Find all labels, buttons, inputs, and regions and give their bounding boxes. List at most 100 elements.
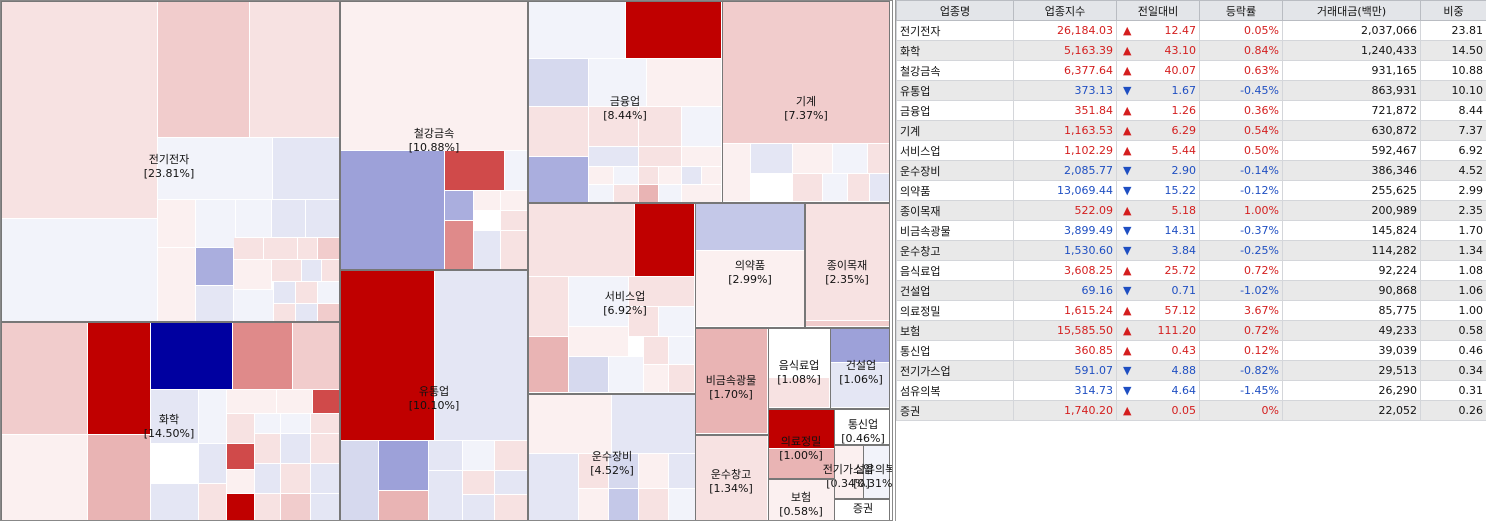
treemap-stock-tile[interactable]: [445, 151, 505, 191]
treemap-stock-tile[interactable]: [823, 174, 848, 202]
treemap-stock-tile[interactable]: [158, 248, 196, 322]
treemap-stock-tile[interactable]: [569, 327, 629, 357]
treemap-stock-tile[interactable]: [769, 328, 830, 378]
treemap-stock-tile[interactable]: [682, 107, 722, 147]
col-header-rate[interactable]: 등락률: [1199, 0, 1283, 21]
treemap-stock-tile[interactable]: [255, 434, 281, 464]
treemap-sector[interactable]: [695, 328, 769, 435]
treemap-stock-tile[interactable]: [281, 414, 311, 434]
treemap-stock-tile[interactable]: [669, 489, 696, 520]
treemap-stock-tile[interactable]: [158, 138, 273, 200]
treemap-stock-tile[interactable]: [609, 454, 639, 489]
treemap-stock-tile[interactable]: [806, 203, 890, 321]
treemap-stock-tile[interactable]: [723, 1, 890, 144]
treemap-stock-tile[interactable]: [639, 489, 669, 520]
treemap-stock-tile[interactable]: [769, 479, 835, 520]
treemap-stock-tile[interactable]: [293, 322, 340, 390]
treemap-stock-tile[interactable]: [88, 435, 151, 520]
col-header-change[interactable]: 전일대비: [1116, 0, 1200, 21]
treemap-stock-tile[interactable]: [529, 337, 569, 393]
treemap-stock-tile[interactable]: [848, 174, 870, 202]
table-row[interactable]: 화학 5,163.39 ▲ 43.10 0.84% 1,240,433 14.50: [896, 40, 1486, 61]
treemap-sector[interactable]: [528, 203, 696, 394]
treemap-stock-tile[interactable]: [379, 441, 429, 491]
treemap-stock-tile[interactable]: [702, 167, 722, 185]
treemap-stock-tile[interactable]: [529, 157, 589, 203]
treemap-stock-tile[interactable]: [341, 151, 445, 270]
table-row[interactable]: 전기가스업 591.07 ▼ 4.88 -0.82% 29,513 0.34: [896, 360, 1486, 381]
treemap-stock-tile[interactable]: [793, 174, 823, 202]
treemap-stock-tile[interactable]: [529, 394, 612, 454]
treemap-stock-tile[interactable]: [1, 1, 158, 219]
treemap-stock-tile[interactable]: [151, 444, 199, 484]
treemap-stock-tile[interactable]: [227, 414, 255, 444]
treemap-sector[interactable]: [834, 499, 890, 520]
treemap-sector[interactable]: [722, 1, 890, 203]
treemap-stock-tile[interactable]: [151, 484, 199, 520]
table-row[interactable]: 금융업 351.84 ▲ 1.26 0.36% 721,872 8.44: [896, 100, 1486, 121]
treemap-stock-tile[interactable]: [227, 494, 255, 520]
treemap-stock-tile[interactable]: [281, 434, 311, 464]
treemap-stock-tile[interactable]: [255, 414, 281, 434]
treemap-stock-tile[interactable]: [751, 174, 793, 202]
treemap-stock-tile[interactable]: [236, 200, 272, 238]
treemap-stock-tile[interactable]: [255, 464, 281, 494]
treemap-stock-tile[interactable]: [234, 238, 264, 260]
treemap-sector[interactable]: [830, 328, 890, 409]
treemap-stock-tile[interactable]: [769, 409, 835, 449]
treemap-stock-tile[interactable]: [199, 390, 227, 444]
treemap-stock-tile[interactable]: [529, 454, 579, 520]
treemap-sector[interactable]: [340, 270, 528, 520]
treemap-stock-tile[interactable]: [569, 277, 629, 327]
treemap-stock-tile[interactable]: [445, 191, 474, 221]
treemap-stock-tile[interactable]: [227, 470, 255, 494]
treemap-stock-tile[interactable]: [669, 454, 696, 489]
treemap-stock-tile[interactable]: [429, 471, 463, 520]
treemap-stock-tile[interactable]: [234, 260, 272, 290]
table-row[interactable]: 비금속광물 3,899.49 ▼ 14.31 -0.37% 145,824 1.70: [896, 220, 1486, 241]
table-row[interactable]: 운수장비 2,085.77 ▼ 2.90 -0.14% 386,346 4.52: [896, 160, 1486, 181]
treemap-stock-tile[interactable]: [88, 322, 151, 435]
treemap-sector[interactable]: [768, 409, 835, 479]
treemap-stock-tile[interactable]: [151, 322, 233, 390]
treemap-stock-tile[interactable]: [669, 337, 695, 365]
treemap-stock-tile[interactable]: [833, 144, 868, 174]
treemap-stock-tile[interactable]: [227, 444, 255, 470]
treemap-stock-tile[interactable]: [1, 219, 158, 322]
treemap-sector[interactable]: [695, 203, 805, 328]
treemap-stock-tile[interactable]: [281, 464, 311, 494]
table-row[interactable]: 통신업 360.85 ▲ 0.43 0.12% 39,039 0.46: [896, 340, 1486, 361]
treemap-stock-tile[interactable]: [682, 167, 702, 185]
col-header-sector[interactable]: 업종명: [896, 0, 1014, 21]
treemap-sector[interactable]: [863, 445, 890, 499]
table-row[interactable]: 운수창고 1,530.60 ▼ 3.84 -0.25% 114,282 1.34: [896, 240, 1486, 261]
treemap-sector[interactable]: [528, 1, 723, 203]
treemap-stock-tile[interactable]: [639, 454, 669, 489]
treemap-stock-tile[interactable]: [234, 290, 274, 322]
table-row[interactable]: 서비스업 1,102.29 ▲ 5.44 0.50% 592,467 6.92: [896, 140, 1486, 161]
treemap-stock-tile[interactable]: [529, 59, 589, 107]
treemap-stock-tile[interactable]: [769, 378, 830, 408]
treemap-stock-tile[interactable]: [277, 390, 313, 414]
col-header-weight[interactable]: 비중: [1420, 0, 1486, 21]
treemap-stock-tile[interactable]: [629, 307, 659, 337]
treemap-stock-tile[interactable]: [579, 489, 609, 520]
treemap-sector[interactable]: [695, 435, 769, 520]
treemap-stock-tile[interactable]: [274, 282, 296, 304]
treemap-stock-tile[interactable]: [529, 203, 635, 277]
treemap-stock-tile[interactable]: [199, 444, 227, 484]
treemap-stock-tile[interactable]: [474, 231, 501, 270]
treemap-stock-tile[interactable]: [626, 1, 722, 59]
treemap-stock-tile[interactable]: [723, 144, 751, 202]
treemap-stock-tile[interactable]: [629, 277, 695, 307]
table-row[interactable]: 종이목재 522.09 ▲ 5.18 1.00% 200,989 2.35: [896, 200, 1486, 221]
treemap-stock-tile[interactable]: [696, 203, 805, 251]
treemap-stock-tile[interactable]: [311, 464, 340, 494]
treemap-stock-tile[interactable]: [644, 337, 669, 365]
table-row[interactable]: 전기전자 26,184.03 ▲ 12.47 0.05% 2,037,066 23.81: [896, 20, 1486, 41]
col-header-index[interactable]: 업종지수: [1013, 0, 1117, 21]
treemap-sector[interactable]: [834, 445, 864, 499]
treemap-stock-tile[interactable]: [151, 390, 199, 444]
treemap-stock-tile[interactable]: [639, 147, 682, 167]
treemap-stock-tile[interactable]: [429, 441, 463, 471]
